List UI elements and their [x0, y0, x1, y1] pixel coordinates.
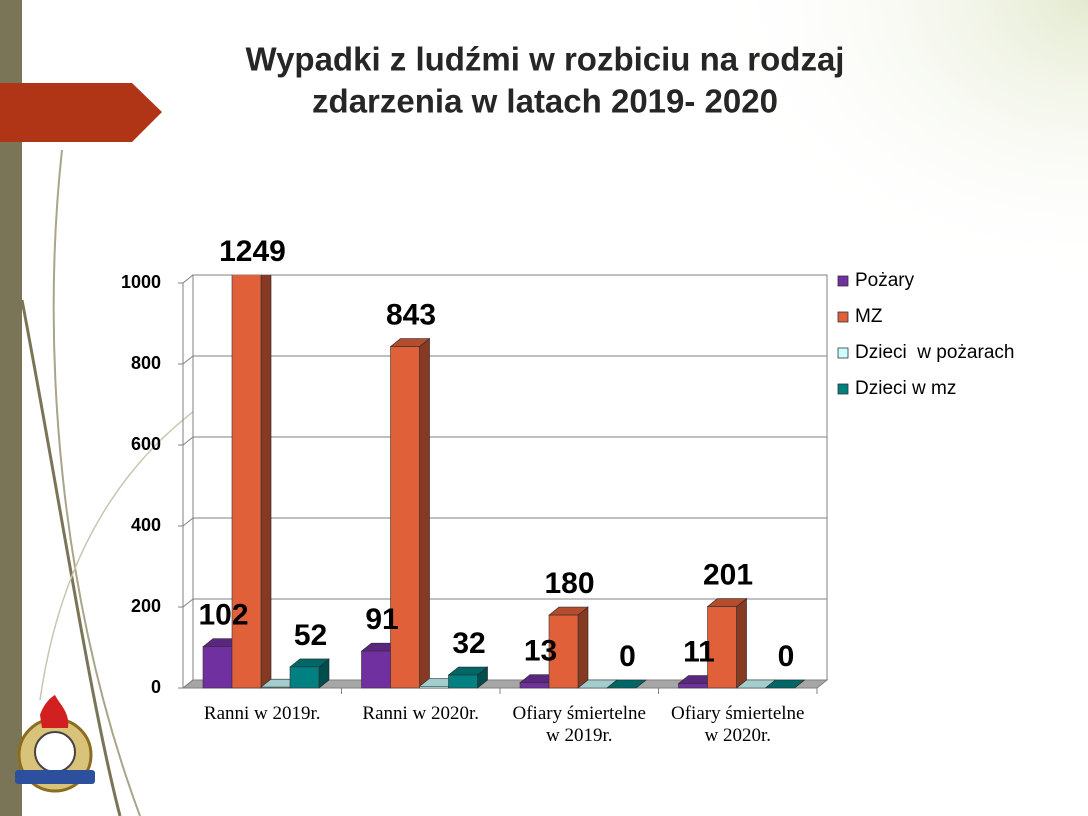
value-label: 0: [778, 640, 795, 673]
value-label: 91: [365, 603, 398, 636]
value-label: 180: [544, 567, 594, 600]
value-label: 1249: [219, 235, 286, 268]
bar-front: [678, 683, 708, 689]
bar-front: [519, 682, 550, 689]
value-label: 13: [524, 635, 557, 668]
bar: [289, 658, 330, 689]
bar-side: [577, 606, 589, 689]
bar: [447, 666, 489, 689]
bars: [202, 275, 806, 689]
legend-swatch: [837, 311, 849, 323]
y-tick-label: 600: [131, 434, 161, 454]
legend-swatch: [837, 347, 849, 359]
decor-curve: [52, 149, 141, 816]
bar: [606, 679, 647, 689]
grid-line: [182, 355, 827, 365]
logo: [15, 695, 95, 793]
legend-label: Dzieci w mz: [855, 378, 956, 399]
value-label: 102: [198, 599, 248, 632]
decor-curve: [20, 299, 122, 816]
y-tick-label: 1000: [121, 272, 161, 292]
y-tick-label: 800: [131, 353, 161, 373]
bar-front: [231, 275, 262, 689]
bar: [231, 275, 272, 689]
x-tick-label: Ofiary śmiertelne w 2019r.: [512, 703, 646, 746]
bar-front: [390, 346, 420, 689]
value-label: 843: [386, 299, 436, 332]
arrow-banner: [0, 83, 162, 142]
bar-front: [260, 686, 291, 689]
legend-label: MZ: [855, 306, 883, 327]
grid-line: [182, 598, 827, 608]
bar-front: [548, 614, 579, 689]
bar: [389, 337, 431, 689]
legend-label: Pożary: [855, 270, 915, 291]
legend-label: Dzieci w pożarach: [855, 342, 1014, 363]
bar: [764, 679, 806, 689]
x-tick-label: Ofiary śmiertelne w 2020r.: [671, 703, 805, 746]
grid-line: [182, 436, 827, 446]
bar-front: [707, 606, 737, 689]
bar-top: [606, 679, 647, 689]
value-label: 32: [452, 627, 485, 660]
legend-swatch: [837, 383, 849, 395]
grid-line: [182, 274, 827, 284]
y-tick-label: 200: [131, 596, 161, 616]
bar-side: [736, 597, 747, 689]
bar-top: [764, 679, 806, 689]
grid-line: [182, 517, 827, 527]
left-strip: [0, 0, 22, 816]
value-label: 0: [619, 640, 636, 673]
legend-swatch: [837, 275, 849, 287]
x-tick-label: Ranni w 2019r.: [203, 703, 321, 724]
bar-side: [419, 337, 430, 689]
chart-title: zdarzenia w latach 2019- 2020: [312, 83, 778, 120]
bar: [548, 606, 589, 689]
y-tick-label: 400: [131, 515, 161, 535]
chart-title: Wypadki z ludźmi w rozbiciu na rodzaj: [246, 41, 845, 78]
value-label: 11: [683, 635, 715, 668]
value-label: 52: [294, 619, 327, 652]
bar-front: [448, 674, 478, 689]
bar-front: [419, 686, 449, 689]
bar-front: [202, 646, 233, 689]
bar-front: [289, 666, 320, 689]
bar-front: [361, 650, 391, 689]
y-tick-label: 0: [151, 677, 161, 697]
x-tick-label: Ranni w 2020r.: [362, 703, 480, 724]
value-label: 201: [703, 559, 753, 592]
